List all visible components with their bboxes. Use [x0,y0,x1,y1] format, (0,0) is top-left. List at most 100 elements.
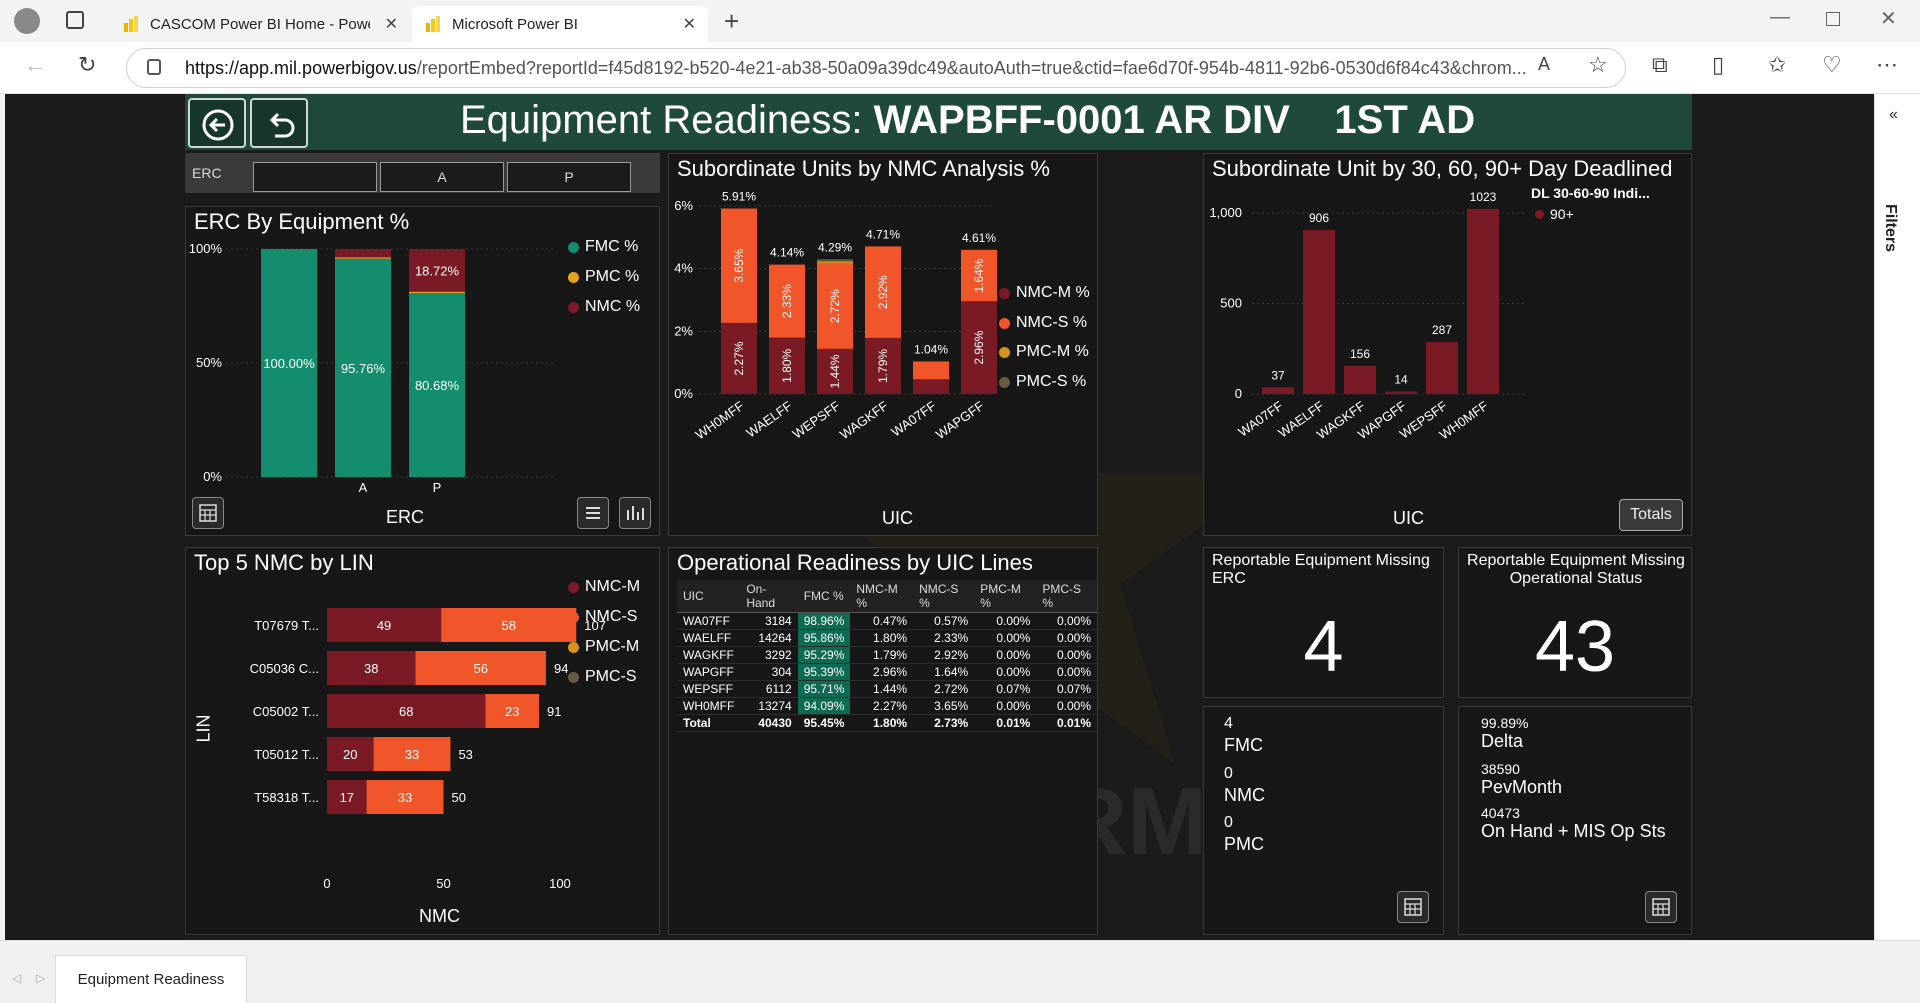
bar-segment [366,780,444,814]
data-label: 2.92% [876,275,890,309]
table-view-button[interactable] [192,497,224,529]
panel-title: Subordinate Unit by 30, 60, 90+ Day Dead… [1212,156,1673,181]
profile-avatar[interactable] [14,8,40,34]
restore-icon[interactable] [1826,12,1840,26]
bar-segment [327,608,442,642]
filters-pane[interactable]: « Filters [1874,94,1920,940]
deadlined-chart: 1,000500037WA07FF906WAELFF156WAGKFF14WAP… [1209,190,1524,442]
bar-segment [409,249,465,292]
close-window-icon[interactable]: ✕ [1880,8,1897,30]
table-row[interactable]: WH0MFF 13274 94.09% 2.27% 3.65% 0.00% 0.00% [677,697,1097,715]
data-label: 23 [505,704,519,719]
table-row[interactable]: WAGKFF 3292 95.29% 1.79% 2.92% 0.00% 0.00% [677,646,1097,664]
tab-cascom-home[interactable]: CASCOM Power BI Home - Power BI ✕ [110,6,410,42]
table-cell: 94.09% [797,697,851,715]
bar [1467,208,1499,394]
table-row[interactable]: WAELFF 14264 95.86% 1.80% 2.33% 0.00% 0.00% [677,629,1097,647]
erc-by-equipment-panel: ERC By Equipment % 100% 50% 0% A P 100.00% 95.… [185,206,660,536]
col-uic[interactable]: UIC [677,580,741,613]
undo-icon [269,112,295,138]
data-label: 14 [1394,372,1408,386]
favorites-icon[interactable]: ✩ [1768,52,1787,77]
chart-options-button[interactable] [619,497,651,529]
col-fmc[interactable]: FMC % [797,580,851,613]
nmc-dot-icon [568,301,579,313]
col-on-hand[interactable]: On-Hand [740,580,798,613]
page-tab-equipment-readiness[interactable]: Equipment Readiness [55,955,247,1003]
table-cell: 0.00% [974,646,1037,664]
table-cell: 1.64% [913,663,975,681]
filters-label[interactable]: Filters [1882,204,1899,253]
refresh-icon[interactable]: ↻ [78,52,97,77]
col-pmc-s[interactable]: PMC-S % [1036,580,1097,613]
bar-segment [721,322,757,394]
extensions-icon[interactable]: ⧉ [1652,52,1668,77]
new-tab-icon[interactable]: + [724,6,740,36]
tab-label: Microsoft Power BI [452,15,578,33]
table-row[interactable]: WA07FF 3184 98.96% 0.47% 0.57% 0.00% 0.00% [677,612,1097,630]
split-screen-icon[interactable]: ▯ [1712,52,1725,77]
x-tick-label: P [433,480,442,495]
table-cell: 0.00% [1036,646,1097,664]
legend-90-plus: 90+ [1535,206,1574,222]
bar-segment [335,257,391,259]
more-options-icon[interactable]: ⋯ [1876,52,1898,77]
col-nmc-s[interactable]: NMC-S % [913,580,975,613]
browser-essentials-icon[interactable]: ♡ [1822,52,1842,77]
next-page-icon[interactable]: ▷ [36,971,46,985]
close-tab-icon[interactable]: ✕ [384,16,398,33]
read-aloud-icon[interactable]: A [1538,54,1551,74]
bar-segment [261,249,317,477]
col-pmc-m[interactable]: PMC-M % [974,580,1037,613]
nmc-s-dot-icon [568,611,579,623]
col-nmc-m[interactable]: NMC-M % [850,580,914,613]
table-row[interactable]: WEPSFF 6112 95.71% 1.44% 2.72% 0.07% 0.07% [677,680,1097,698]
data-label: 2.96% [972,330,986,364]
table-cell: 98.96% [797,612,851,630]
delta-label: Delta [1481,731,1524,751]
nmc-s-dot-icon [999,317,1010,329]
minimize-icon[interactable]: — [1770,6,1790,28]
table-row[interactable]: WAPGFF 304 95.39% 2.96% 1.64% 0.00% 0.00% [677,663,1097,681]
data-label: 1.79% [876,349,890,383]
data-label: 1.44% [828,354,842,388]
erc-slicer-option-p[interactable]: P [507,162,631,192]
table-cell: 95.86% [797,629,851,647]
table-cell: 3.65% [913,697,975,715]
favorite-star-icon[interactable]: ☆ [1588,52,1608,77]
y-tick-label: 0% [674,386,693,401]
table-cell: 0.57% [913,612,975,630]
table-cell: 1.79% [850,646,914,664]
erc-slicer-option-blank[interactable] [253,162,377,192]
bar-segment [335,258,391,477]
bar-segment [373,737,451,771]
bar-segment [335,249,391,258]
collapse-filters-icon[interactable]: « [1889,106,1898,123]
list-view-button[interactable] [577,497,609,529]
tab-actions-icon[interactable] [66,11,84,29]
back-button[interactable] [188,98,246,148]
reset-button[interactable] [250,98,308,148]
table-view-button[interactable] [1397,891,1429,923]
total-label: 94 [554,661,568,676]
prev-page-icon[interactable]: ◁ [12,971,22,985]
table-view-button[interactable] [1645,891,1677,923]
bar-segment [817,263,853,349]
chart-options-icon [627,506,644,520]
close-tab-icon[interactable]: ✕ [682,16,696,33]
address-bar-row: ← ↻ https://app.mil.powerbigov.us/report… [0,42,1920,94]
bar-segment [769,264,805,338]
url-field[interactable]: https://app.mil.powerbigov.us/reportEmbe… [126,48,1626,88]
table-cell: 1.80% [850,629,914,647]
total-label: 4.14% [770,246,804,260]
tab-powerbi[interactable]: Microsoft Power BI ✕ [412,6,708,42]
table-total-row[interactable]: Total 40430 95.45% 1.80% 2.73% 0.01% 0.01% [677,714,1097,732]
back-icon[interactable]: ← [24,52,46,77]
bar-segment [327,651,416,685]
fmc-dot-icon [568,241,579,253]
totals-button[interactable]: Totals [1619,499,1683,531]
bar-segment [865,246,901,338]
erc-slicer-option-a[interactable]: A [380,162,504,192]
data-label: 68 [399,704,413,719]
table-cell: 0.00% [1036,629,1097,647]
